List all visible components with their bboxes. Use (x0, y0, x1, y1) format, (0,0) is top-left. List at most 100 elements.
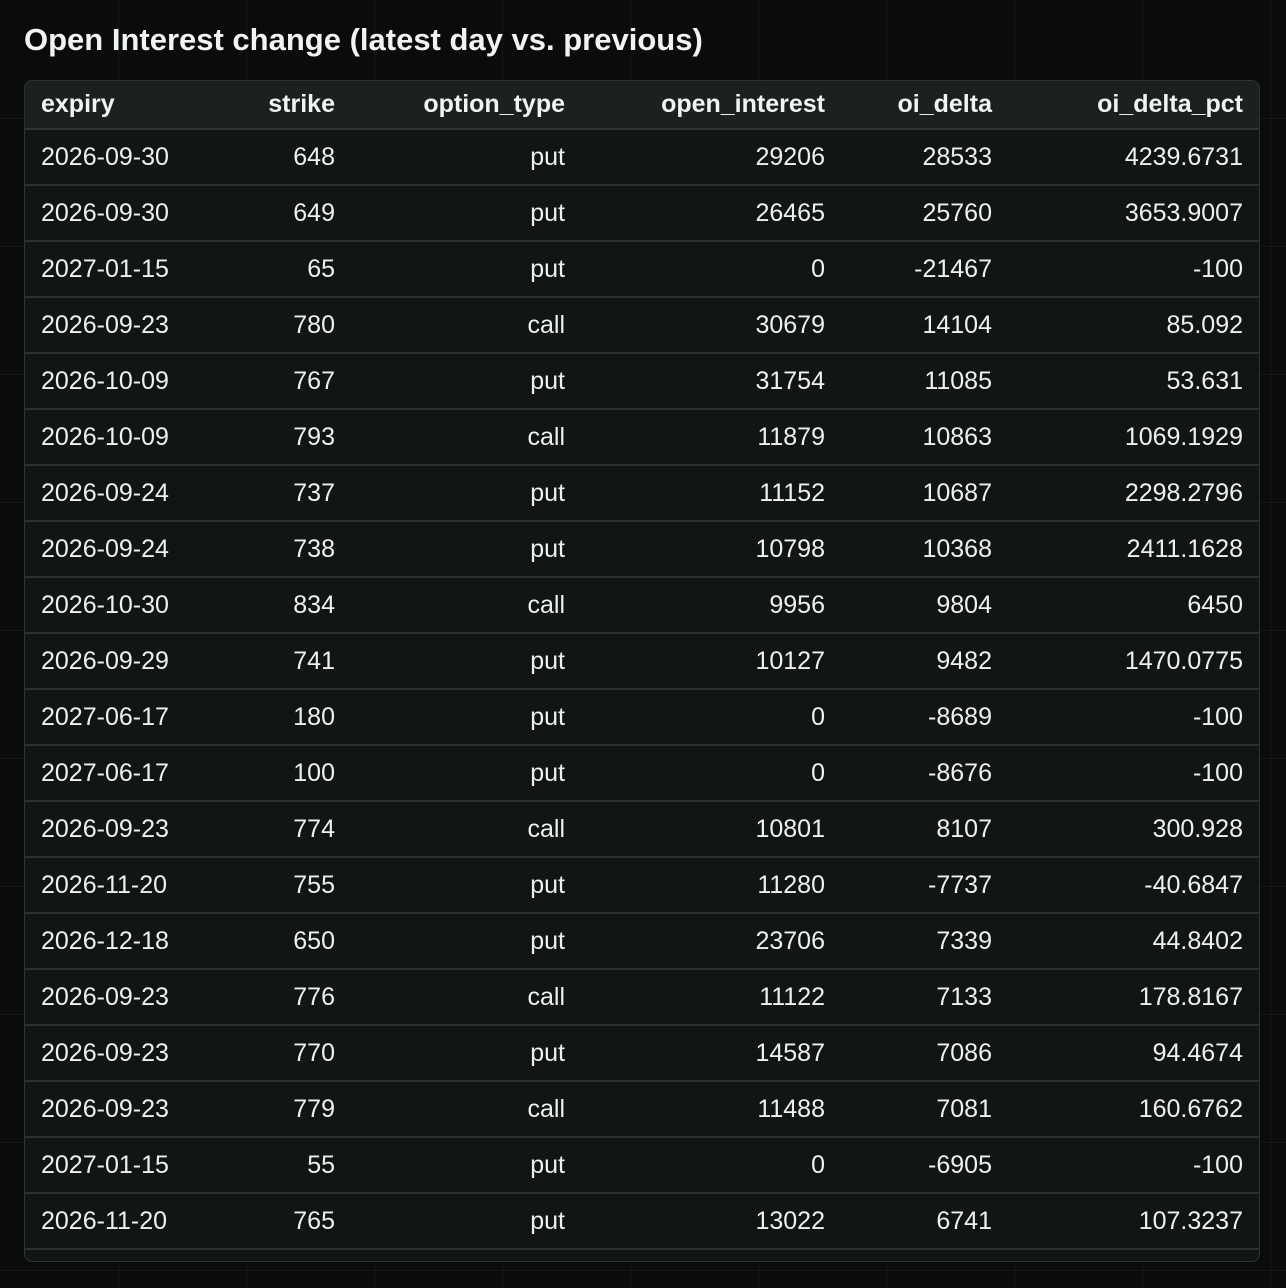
oi-delta-pct-cell: 178.8167 (1008, 969, 1259, 1026)
table-row[interactable]: 2027-06-17 180 put 0 -8689 -100 (25, 689, 1259, 746)
open-interest-cell: 10127 (581, 633, 841, 690)
oi-delta-cell: 6741 (841, 1193, 1008, 1250)
oi-delta-cell: 7133 (841, 969, 1008, 1026)
oi-delta-pct-cell: 160.6762 (1008, 1081, 1259, 1138)
column-header-strike[interactable]: strike (211, 81, 351, 130)
oi-delta-pct-cell: -100 (1008, 745, 1259, 802)
table-row[interactable]: 2026-09-23 770 put 14587 7086 94.4674 (25, 1025, 1259, 1082)
oi-delta-pct-cell: 85.092 (1008, 297, 1259, 354)
expiry-cell: 2026-09-24 (25, 465, 211, 522)
option-type-cell: put (351, 521, 581, 578)
option-type-cell: put (351, 1137, 581, 1194)
open-interest-cell: 31754 (581, 353, 841, 410)
strike-cell: 779 (211, 1081, 351, 1138)
oi-delta-cell: -8689 (841, 689, 1008, 746)
expiry-cell: 2027-01-15 (25, 241, 211, 298)
open-interest-cell: 13022 (581, 1193, 841, 1250)
table-row[interactable]: 2026-09-29 741 put 10127 9482 1470.0775 (25, 633, 1259, 690)
oi-delta-pct-cell: -100 (1008, 689, 1259, 746)
option-type-cell: put (351, 745, 581, 802)
open-interest-cell: 11488 (581, 1081, 841, 1138)
expiry-cell: 2026-09-30 (25, 185, 211, 242)
strike-cell: 774 (211, 801, 351, 858)
oi-delta-cell: 7081 (841, 1081, 1008, 1138)
oi-delta-pct-cell: 107.3237 (1008, 1193, 1259, 1250)
oi-delta-cell: -6905 (841, 1137, 1008, 1194)
strike-cell: 648 (211, 129, 351, 186)
table-row[interactable]: 2026-12-18 650 put 23706 7339 44.8402 (25, 913, 1259, 970)
column-header-open-interest[interactable]: open_interest (581, 81, 841, 130)
open-interest-cell: 11280 (581, 857, 841, 914)
open-interest-cell: 0 (581, 1137, 841, 1194)
option-type-cell: put (351, 1025, 581, 1082)
oi-delta-pct-cell: 44.8402 (1008, 913, 1259, 970)
option-type-cell: put (351, 241, 581, 298)
option-type-cell: put (351, 633, 581, 690)
open-interest-cell: 9956 (581, 577, 841, 634)
option-type-cell: call (351, 801, 581, 858)
oi-delta-cell: 25760 (841, 185, 1008, 242)
option-type-cell: call (351, 577, 581, 634)
data-table-container: expiry strike option_type open_interest … (24, 80, 1260, 1262)
table-row[interactable]: 2026-09-24 737 put 11152 10687 2298.2796 (25, 465, 1259, 522)
table-row[interactable]: 2026-09-24 738 put 10798 10368 2411.1628 (25, 521, 1259, 578)
oi-delta-pct-cell: 2298.2796 (1008, 465, 1259, 522)
open-interest-table: expiry strike option_type open_interest … (25, 81, 1259, 1250)
table-row[interactable]: 2026-09-23 780 call 30679 14104 85.092 (25, 297, 1259, 354)
strike-cell: 65 (211, 241, 351, 298)
strike-cell: 55 (211, 1137, 351, 1194)
table-row[interactable]: 2026-10-09 793 call 11879 10863 1069.1929 (25, 409, 1259, 466)
oi-delta-pct-cell: -100 (1008, 241, 1259, 298)
option-type-cell: put (351, 353, 581, 410)
oi-delta-cell: 10863 (841, 409, 1008, 466)
table-row[interactable]: 2026-10-09 767 put 31754 11085 53.631 (25, 353, 1259, 410)
oi-delta-cell: -8676 (841, 745, 1008, 802)
expiry-cell: 2026-11-20 (25, 857, 211, 914)
option-type-cell: put (351, 689, 581, 746)
expiry-cell: 2026-12-18 (25, 913, 211, 970)
strike-cell: 780 (211, 297, 351, 354)
column-header-expiry[interactable]: expiry (25, 81, 211, 130)
strike-cell: 100 (211, 745, 351, 802)
table-row[interactable]: 2026-09-30 648 put 29206 28533 4239.6731 (25, 129, 1259, 186)
table-body: 2026-09-30 648 put 29206 28533 4239.6731 2026-… (25, 129, 1259, 1250)
table-row[interactable]: 2026-11-20 755 put 11280 -7737 -40.6847 (25, 857, 1259, 914)
oi-delta-cell: 7339 (841, 913, 1008, 970)
oi-delta-pct-cell: 3653.9007 (1008, 185, 1259, 242)
oi-delta-pct-cell: -100 (1008, 1137, 1259, 1194)
open-interest-cell: 14587 (581, 1025, 841, 1082)
expiry-cell: 2026-09-23 (25, 1081, 211, 1138)
page-title: Open Interest change (latest day vs. pre… (24, 22, 703, 57)
option-type-cell: call (351, 409, 581, 466)
open-interest-cell: 29206 (581, 129, 841, 186)
open-interest-cell: 30679 (581, 297, 841, 354)
table-row[interactable]: 2026-09-23 776 call 11122 7133 178.8167 (25, 969, 1259, 1026)
table-row[interactable]: 2026-09-23 774 call 10801 8107 300.928 (25, 801, 1259, 858)
table-row[interactable]: 2026-09-30 649 put 26465 25760 3653.9007 (25, 185, 1259, 242)
oi-delta-cell: -21467 (841, 241, 1008, 298)
strike-cell: 741 (211, 633, 351, 690)
table-row[interactable]: 2026-11-20 765 put 13022 6741 107.3237 (25, 1193, 1259, 1250)
oi-delta-cell: 10368 (841, 521, 1008, 578)
open-interest-cell: 11122 (581, 969, 841, 1026)
column-header-oi-delta[interactable]: oi_delta (841, 81, 1008, 130)
expiry-cell: 2026-10-09 (25, 409, 211, 466)
open-interest-cell: 0 (581, 689, 841, 746)
option-type-cell: call (351, 1081, 581, 1138)
expiry-cell: 2026-10-09 (25, 353, 211, 410)
oi-delta-cell: 9482 (841, 633, 1008, 690)
table-row[interactable]: 2027-06-17 100 put 0 -8676 -100 (25, 745, 1259, 802)
table-row[interactable]: 2027-01-15 65 put 0 -21467 -100 (25, 241, 1259, 298)
oi-delta-cell: 9804 (841, 577, 1008, 634)
option-type-cell: call (351, 969, 581, 1026)
table-row[interactable]: 2026-10-30 834 call 9956 9804 6450 (25, 577, 1259, 634)
strike-cell: 737 (211, 465, 351, 522)
oi-delta-pct-cell: 94.4674 (1008, 1025, 1259, 1082)
column-header-option-type[interactable]: option_type (351, 81, 581, 130)
expiry-cell: 2026-09-29 (25, 633, 211, 690)
expiry-cell: 2026-10-30 (25, 577, 211, 634)
column-header-oi-delta-pct[interactable]: oi_delta_pct (1008, 81, 1259, 130)
table-row[interactable]: 2026-09-23 779 call 11488 7081 160.6762 (25, 1081, 1259, 1138)
expiry-cell: 2027-06-17 (25, 689, 211, 746)
table-row[interactable]: 2027-01-15 55 put 0 -6905 -100 (25, 1137, 1259, 1194)
